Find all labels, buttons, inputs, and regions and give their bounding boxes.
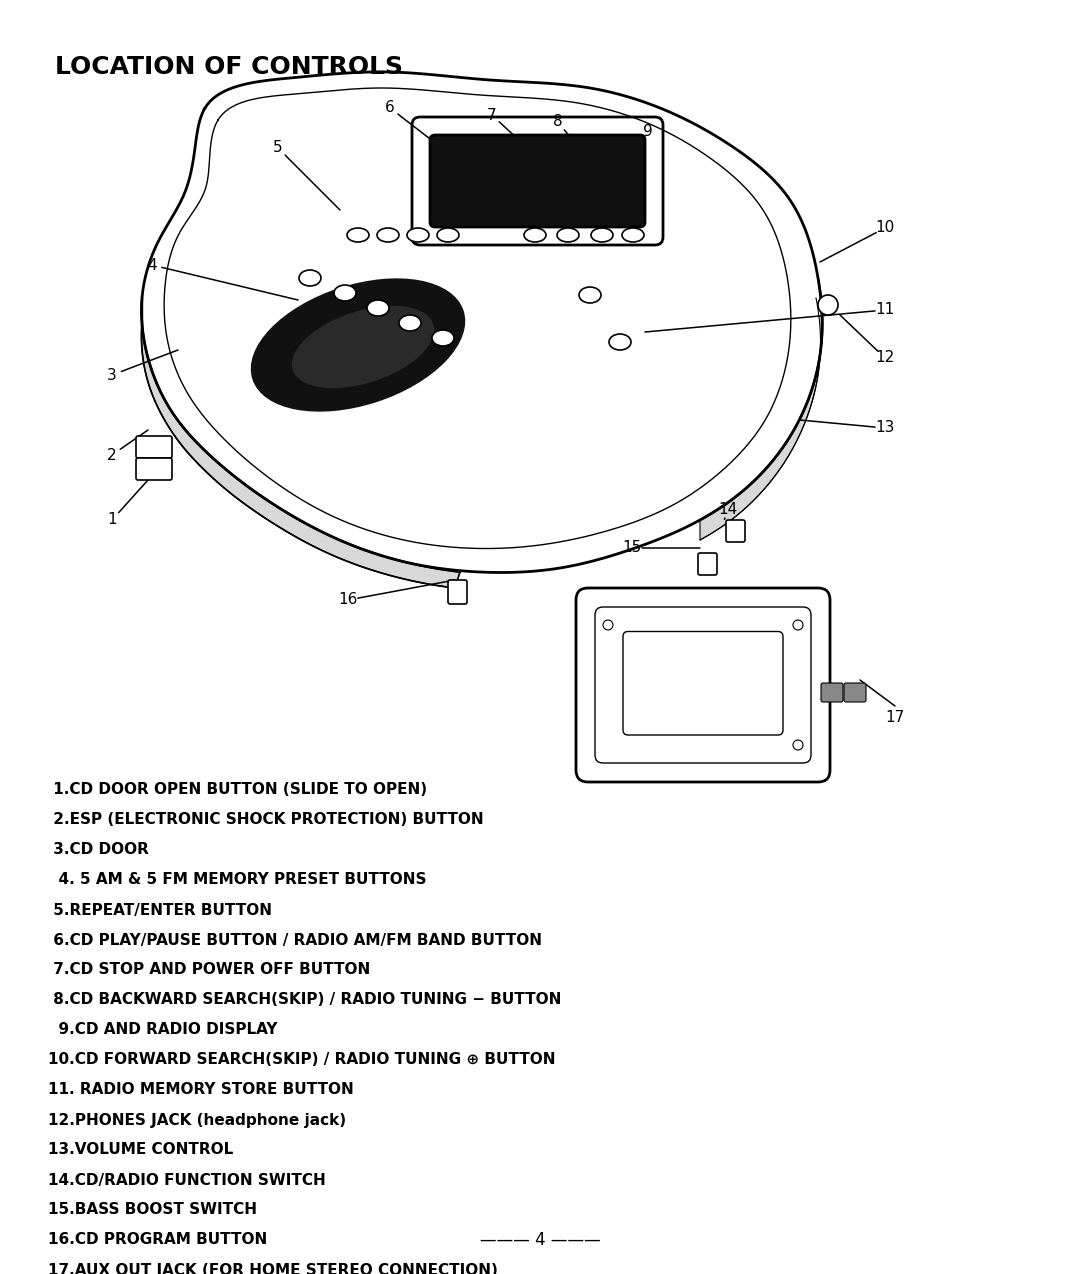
Text: 3.CD DOOR: 3.CD DOOR bbox=[48, 842, 149, 857]
Text: 8: 8 bbox=[553, 115, 563, 130]
Text: 14: 14 bbox=[718, 502, 738, 517]
FancyBboxPatch shape bbox=[595, 606, 811, 763]
Text: 9.CD AND RADIO DISPLAY: 9.CD AND RADIO DISPLAY bbox=[48, 1023, 278, 1037]
Text: 6: 6 bbox=[386, 101, 395, 116]
Text: 19: 19 bbox=[739, 711, 758, 725]
FancyBboxPatch shape bbox=[726, 520, 745, 541]
Text: 7.CD STOP AND POWER OFF BUTTON: 7.CD STOP AND POWER OFF BUTTON bbox=[48, 962, 370, 977]
Text: 4. 5 AM & 5 FM MEMORY PRESET BUTTONS: 4. 5 AM & 5 FM MEMORY PRESET BUTTONS bbox=[48, 873, 427, 888]
Text: 12.PHONES JACK (headphone jack): 12.PHONES JACK (headphone jack) bbox=[48, 1112, 346, 1127]
Ellipse shape bbox=[432, 330, 454, 347]
FancyBboxPatch shape bbox=[136, 457, 172, 480]
Text: 16.CD PROGRAM BUTTON: 16.CD PROGRAM BUTTON bbox=[48, 1232, 267, 1247]
Text: 4: 4 bbox=[147, 257, 157, 273]
Text: 13: 13 bbox=[875, 420, 894, 436]
Ellipse shape bbox=[252, 279, 464, 410]
FancyBboxPatch shape bbox=[698, 553, 717, 575]
Ellipse shape bbox=[818, 296, 838, 315]
Ellipse shape bbox=[292, 306, 434, 389]
Text: 18: 18 bbox=[810, 711, 829, 725]
Text: 5.REPEAT/ENTER BUTTON: 5.REPEAT/ENTER BUTTON bbox=[48, 902, 272, 917]
FancyBboxPatch shape bbox=[430, 135, 645, 227]
Text: 17: 17 bbox=[886, 711, 905, 725]
Ellipse shape bbox=[299, 270, 321, 285]
Text: 8.CD BACKWARD SEARCH(SKIP) / RADIO TUNING − BUTTON: 8.CD BACKWARD SEARCH(SKIP) / RADIO TUNIN… bbox=[48, 992, 562, 1008]
Text: 13.VOLUME CONTROL: 13.VOLUME CONTROL bbox=[48, 1143, 233, 1158]
Ellipse shape bbox=[524, 228, 546, 242]
Polygon shape bbox=[700, 278, 823, 540]
FancyBboxPatch shape bbox=[576, 589, 831, 782]
Ellipse shape bbox=[557, 228, 579, 242]
FancyBboxPatch shape bbox=[448, 580, 467, 604]
Ellipse shape bbox=[399, 315, 421, 331]
Text: 10: 10 bbox=[876, 220, 894, 236]
Ellipse shape bbox=[347, 228, 369, 242]
Text: 10.CD FORWARD SEARCH(SKIP) / RADIO TUNING ⊕ BUTTON: 10.CD FORWARD SEARCH(SKIP) / RADIO TUNIN… bbox=[48, 1052, 555, 1068]
Text: 7: 7 bbox=[487, 107, 497, 122]
Ellipse shape bbox=[622, 228, 644, 242]
FancyBboxPatch shape bbox=[843, 683, 866, 702]
Text: 14.CD/RADIO FUNCTION SWITCH: 14.CD/RADIO FUNCTION SWITCH bbox=[48, 1172, 326, 1187]
Ellipse shape bbox=[609, 334, 631, 350]
Text: 6.CD PLAY/PAUSE BUTTON / RADIO AM/FM BAND BUTTON: 6.CD PLAY/PAUSE BUTTON / RADIO AM/FM BAN… bbox=[48, 933, 542, 948]
Text: 5: 5 bbox=[273, 140, 283, 155]
Text: 1: 1 bbox=[107, 512, 117, 527]
Text: 3: 3 bbox=[107, 367, 117, 382]
Ellipse shape bbox=[367, 299, 389, 316]
Ellipse shape bbox=[437, 228, 459, 242]
Ellipse shape bbox=[334, 285, 356, 301]
FancyBboxPatch shape bbox=[623, 632, 783, 735]
Ellipse shape bbox=[407, 228, 429, 242]
Text: 11: 11 bbox=[876, 302, 894, 317]
Text: 16: 16 bbox=[338, 592, 357, 608]
Circle shape bbox=[793, 620, 804, 631]
Ellipse shape bbox=[579, 287, 600, 303]
FancyBboxPatch shape bbox=[136, 436, 172, 457]
Ellipse shape bbox=[591, 228, 613, 242]
Text: LOCATION OF CONTROLS: LOCATION OF CONTROLS bbox=[55, 55, 403, 79]
Text: 2: 2 bbox=[107, 447, 117, 462]
Text: 15: 15 bbox=[622, 540, 642, 555]
FancyBboxPatch shape bbox=[821, 683, 843, 702]
Text: 17.AUX OUT JACK (FOR HOME STEREO CONNECTION): 17.AUX OUT JACK (FOR HOME STEREO CONNECT… bbox=[48, 1263, 498, 1274]
Circle shape bbox=[603, 620, 613, 631]
Text: 12: 12 bbox=[876, 350, 894, 366]
Text: 11. RADIO MEMORY STORE BUTTON: 11. RADIO MEMORY STORE BUTTON bbox=[48, 1083, 354, 1097]
Text: 9: 9 bbox=[643, 125, 653, 139]
Text: 1.CD DOOR OPEN BUTTON (SLIDE TO OPEN): 1.CD DOOR OPEN BUTTON (SLIDE TO OPEN) bbox=[48, 782, 427, 798]
Circle shape bbox=[793, 740, 804, 750]
Text: 2.ESP (ELECTRONIC SHOCK PROTECTION) BUTTON: 2.ESP (ELECTRONIC SHOCK PROTECTION) BUTT… bbox=[48, 813, 484, 828]
Text: ——— 4 ———: ——— 4 ——— bbox=[480, 1231, 600, 1249]
Polygon shape bbox=[141, 71, 822, 572]
Ellipse shape bbox=[377, 228, 399, 242]
Text: 15.BASS BOOST SWITCH: 15.BASS BOOST SWITCH bbox=[48, 1203, 257, 1218]
Polygon shape bbox=[141, 298, 460, 589]
